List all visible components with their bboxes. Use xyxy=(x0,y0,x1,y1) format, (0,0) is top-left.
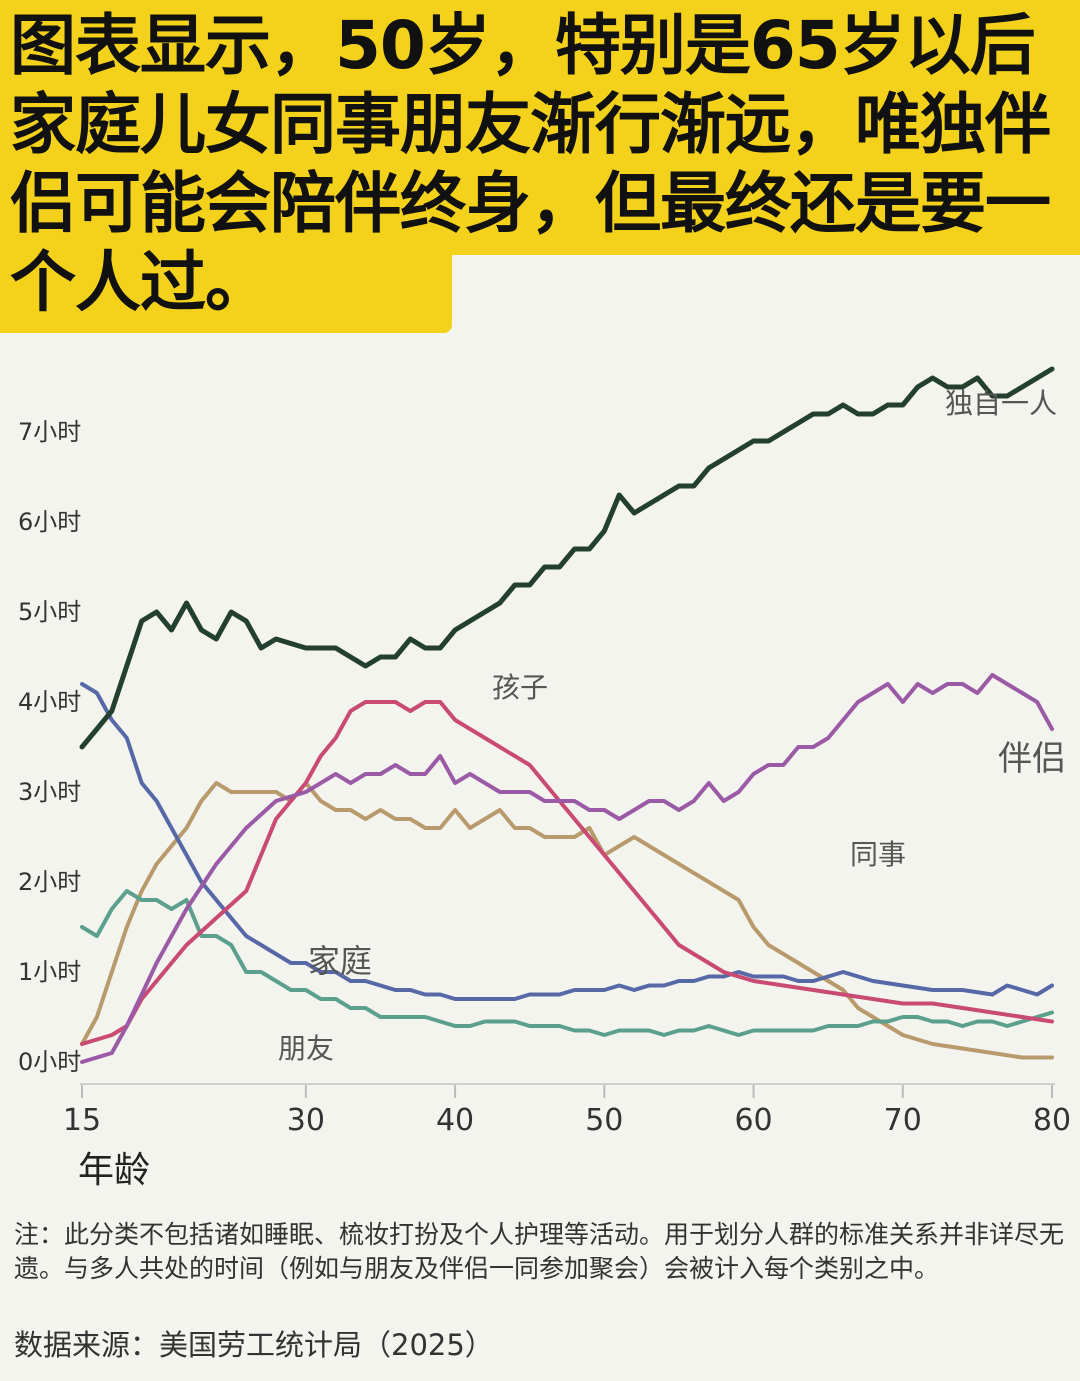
series-line xyxy=(80,781,1054,1060)
headline-highlight xyxy=(0,0,1080,255)
series-label: 伴侣 xyxy=(998,739,1066,779)
chart-footnote: 注：此分类不包括诸如睡眠、梳妆打扮及个人护理等活动。用于划分人群的标准关系并非详… xyxy=(14,1220,1065,1283)
series-line xyxy=(80,889,1054,1037)
y-tick-label: 6小时 xyxy=(18,508,81,536)
x-axis: 15 30 40 50 60 70 80 xyxy=(63,1084,1071,1138)
y-tick-label: 1小时 xyxy=(18,958,81,986)
headline-text: 图表显示，50岁，特别是65岁以后家庭儿女同事朋友渐行渐远，唯独伴侣可能会陪伴终… xyxy=(10,7,1051,321)
headline-highlight-tail xyxy=(0,255,452,333)
series-label: 孩子 xyxy=(492,671,548,704)
x-tick-label: 40 xyxy=(436,1103,474,1138)
x-tick-label: 80 xyxy=(1033,1103,1071,1138)
x-axis-title: 年龄 xyxy=(78,1150,150,1191)
y-tick-label: 3小时 xyxy=(18,778,81,806)
series-label: 同事 xyxy=(850,838,906,871)
x-tick-label: 50 xyxy=(585,1103,623,1138)
y-tick-label: 2小时 xyxy=(18,868,81,896)
series-lines xyxy=(79,366,1055,1064)
series-line xyxy=(80,673,1054,1064)
y-axis: 0小时 1小时 2小时 3小时 4小时 5小时 6小时 7小时 xyxy=(18,418,81,1076)
y-tick-label: 4小时 xyxy=(18,688,81,716)
headline-banner: 图表显示，50岁，特别是65岁以后家庭儿女同事朋友渐行渐远，唯独伴侣可能会陪伴终… xyxy=(0,0,1080,340)
series-label: 家庭 xyxy=(308,942,372,980)
series-label: 朋友 xyxy=(278,1032,334,1065)
x-tick-label: 70 xyxy=(884,1103,922,1138)
y-tick-label: 5小时 xyxy=(18,598,81,626)
x-tick-label: 30 xyxy=(287,1103,325,1138)
series-line xyxy=(79,366,1055,750)
data-source: 数据来源：美国劳工统计局（2025） xyxy=(14,1328,494,1362)
x-tick-label: 60 xyxy=(734,1103,772,1138)
y-tick-label: 0小时 xyxy=(18,1048,81,1076)
x-tick-label: 15 xyxy=(63,1103,101,1138)
y-tick-label: 7小时 xyxy=(18,418,81,446)
series-label: 独自一人 xyxy=(945,387,1057,420)
series-line xyxy=(80,700,1054,1046)
series-line xyxy=(80,682,1054,1001)
